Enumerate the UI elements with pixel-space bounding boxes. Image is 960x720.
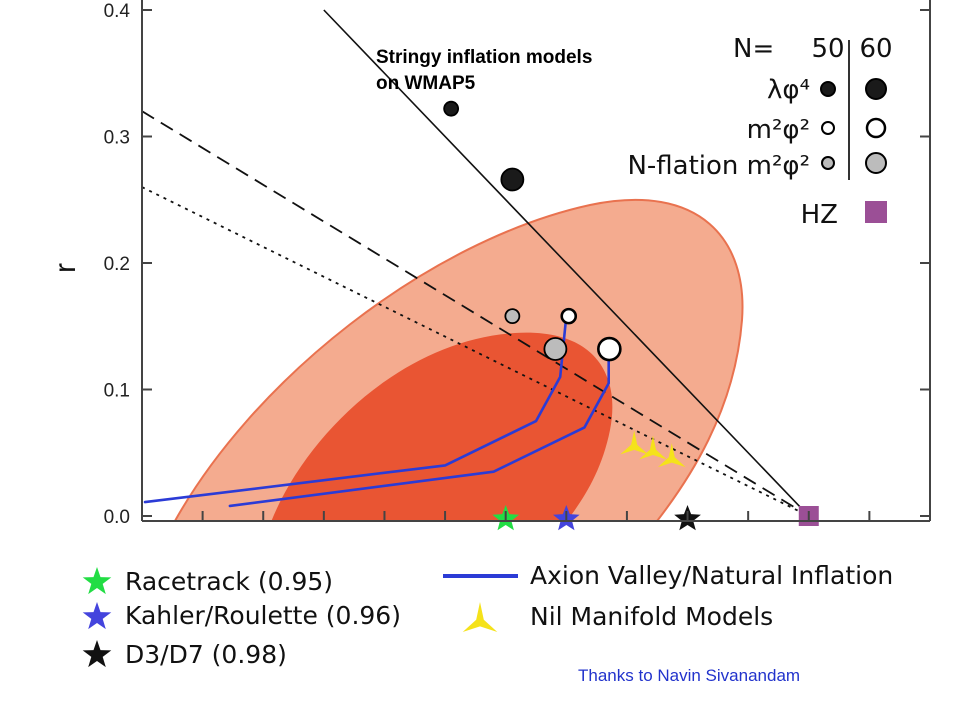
key-hz-label: HZ	[801, 200, 838, 230]
key-lambda-50-marker	[820, 81, 836, 97]
legend-d3d7-star-icon	[82, 640, 112, 668]
key-row-lambda: λφ⁴	[767, 75, 810, 105]
y-axis-ticks: 0.0 0.1 0.2 0.3 0.4	[104, 1, 930, 528]
nil-legend-shape	[462, 602, 498, 632]
credit-text: Thanks to Navin Sivanandam	[578, 666, 800, 685]
model-point	[597, 336, 622, 362]
legend-axion-label: Axion Valley/Natural Inflation	[530, 561, 893, 590]
key-nflation-60-marker	[865, 152, 887, 174]
model-lines	[142, 9, 810, 517]
legend-kahler-star-icon	[82, 602, 112, 630]
model-key: N= 50 60 λφ⁴ m²φ² N-flation m²φ² HZ	[627, 34, 892, 230]
key-row-m2: m²φ²	[747, 115, 810, 145]
nil-marker	[620, 430, 649, 455]
bottom-legend: Racetrack (0.95) Kahler/Roulette (0.96) …	[82, 561, 893, 669]
y-tick-label: 0.3	[104, 128, 130, 149]
nil-manifold-markers	[620, 430, 686, 468]
key-nflation-50-marker	[821, 156, 835, 170]
chart-title-line: on WMAP5	[376, 73, 476, 94]
y-tick-label: 0.1	[104, 381, 130, 402]
y-tick-label: 0.0	[104, 507, 130, 528]
contour-68	[271, 332, 613, 521]
key-col-50: 50	[811, 34, 844, 64]
legend-racetrack-label: Racetrack (0.95)	[125, 567, 333, 596]
legend-nil-label: Nil Manifold Models	[530, 602, 773, 631]
plot-frame	[141, 0, 931, 522]
legend-racetrack-star-icon	[82, 567, 112, 595]
model-line	[142, 110, 810, 517]
y-tick-label: 0.4	[104, 1, 131, 22]
axion-curve	[228, 347, 610, 508]
y-tick-label: 0.2	[104, 254, 130, 275]
legend-kahler-label: Kahler/Roulette (0.96)	[125, 601, 401, 630]
y-axis-label: r	[49, 263, 82, 273]
key-m2-60-marker	[865, 117, 887, 139]
key-col-60: 60	[859, 34, 892, 64]
legend-nil-marker-icon	[462, 602, 498, 632]
chart-title: Stringy inflation models on WMAP5	[376, 47, 592, 94]
model-point	[560, 307, 578, 325]
key-hz-marker	[865, 201, 887, 223]
model-point	[500, 167, 525, 192]
key-lambda-60-marker	[865, 78, 887, 100]
chart-title-line: Stringy inflation models	[376, 47, 592, 68]
contour-group	[173, 199, 744, 521]
legend-d3d7-label: D3/D7 (0.98)	[125, 640, 287, 669]
model-point	[543, 337, 568, 361]
key-m2-50-marker	[821, 121, 835, 135]
key-n-header: N=	[733, 34, 774, 64]
model-point	[443, 100, 460, 117]
model-point	[504, 308, 521, 325]
nil-marker	[657, 443, 686, 468]
key-row-nflation: N-flation m²φ²	[627, 151, 810, 181]
x-axis-ticks	[141, 511, 931, 521]
model-line	[323, 9, 810, 517]
nil-marker	[639, 435, 667, 460]
